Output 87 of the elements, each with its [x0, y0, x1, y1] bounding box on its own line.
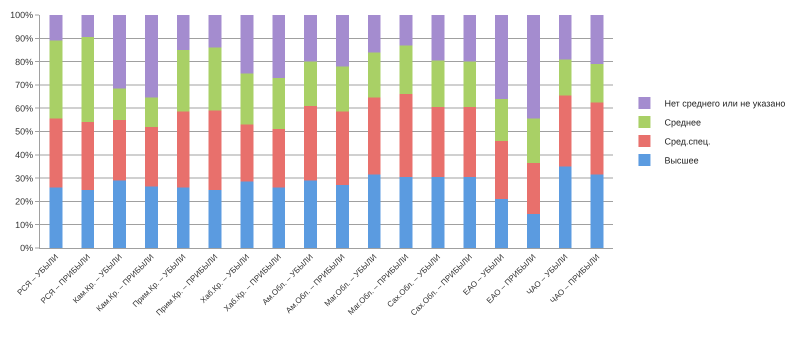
bar	[368, 52, 381, 98]
bar	[336, 66, 349, 112]
bar	[208, 110, 222, 190]
bar	[368, 98, 381, 175]
bar	[463, 176, 476, 248]
y-tick-label: 40%	[15, 150, 34, 160]
bar	[113, 180, 126, 248]
bar	[336, 185, 349, 248]
bar	[240, 182, 254, 248]
bar	[81, 15, 94, 38]
bar	[113, 120, 126, 180]
bar	[400, 94, 412, 177]
bar	[240, 15, 254, 74]
bar	[240, 124, 254, 182]
bar	[527, 214, 540, 248]
bar	[590, 15, 604, 64]
y-tick-label: 10%	[15, 220, 34, 230]
bar	[463, 107, 476, 177]
bar	[400, 176, 412, 248]
y-tick-label: 70%	[15, 80, 34, 90]
bar	[527, 162, 540, 214]
bar	[113, 15, 126, 88]
bar	[527, 15, 540, 119]
bar	[432, 176, 444, 248]
bar	[50, 187, 62, 248]
bar	[81, 37, 94, 122]
bar	[336, 15, 349, 66]
bar	[558, 59, 572, 96]
bar	[590, 102, 604, 175]
bar	[50, 15, 62, 41]
bar	[176, 50, 190, 112]
bar	[50, 40, 62, 119]
bar	[240, 73, 254, 125]
bar	[176, 15, 190, 50]
bar	[368, 15, 381, 52]
bar	[50, 118, 62, 188]
bar	[495, 140, 508, 200]
bar	[432, 107, 444, 177]
bar	[590, 64, 604, 102]
bar	[368, 174, 381, 248]
bar	[304, 106, 317, 180]
y-tick-label: 60%	[15, 103, 34, 114]
bar	[463, 15, 476, 62]
bar	[495, 98, 508, 141]
bar	[495, 199, 508, 248]
bar	[81, 190, 94, 248]
bar	[590, 174, 604, 248]
y-tick-label: 0%	[20, 243, 34, 254]
bar	[208, 190, 222, 248]
bar	[176, 112, 190, 188]
y-tick-label: 50%	[15, 126, 34, 137]
y-tick-label: 90%	[15, 33, 34, 44]
bar	[272, 78, 286, 130]
bar	[336, 112, 349, 186]
bar	[145, 15, 158, 98]
bar	[145, 186, 158, 248]
bar	[208, 15, 222, 48]
bar	[527, 118, 540, 163]
bar	[463, 62, 476, 108]
y-tick-label: 100%	[10, 10, 34, 20]
legend-label: Высшее	[664, 156, 699, 166]
legend-label: Сред.спец.	[664, 136, 711, 147]
y-tick-label: 80%	[15, 56, 34, 67]
y-tick-label: 30%	[15, 173, 34, 184]
legend-label: Нет среднего или не указано	[664, 98, 786, 109]
bar	[145, 126, 158, 186]
bar	[272, 15, 286, 78]
bar	[113, 88, 126, 120]
bar	[208, 48, 222, 111]
legend-label: Среднее	[664, 118, 702, 128]
bar	[304, 62, 317, 106]
y-tick-label: 20%	[15, 196, 34, 207]
bar	[272, 187, 286, 248]
bar	[272, 129, 286, 188]
bar	[558, 15, 572, 60]
bar	[304, 15, 317, 62]
bar	[400, 15, 412, 46]
bar	[558, 95, 572, 166]
bar	[432, 60, 444, 108]
bar	[432, 15, 444, 60]
bar	[176, 187, 190, 248]
bar	[400, 45, 412, 94]
bar	[81, 122, 94, 190]
bar	[558, 166, 572, 248]
bar	[495, 15, 508, 99]
bar	[145, 98, 158, 127]
bar	[304, 180, 317, 248]
